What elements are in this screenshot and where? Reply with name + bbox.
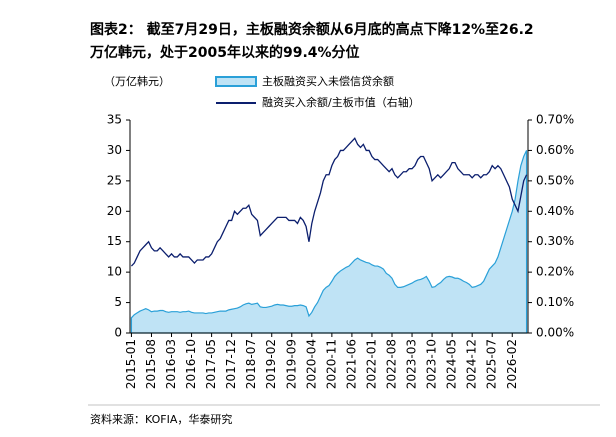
x-tick-label: 2015-01 <box>124 339 138 389</box>
y-tick-label: 30 <box>107 143 122 157</box>
y2-tick-label: 0.20% <box>536 265 574 279</box>
y-axis-unit: （万亿韩元） <box>104 74 170 88</box>
x-tick-label: 2018-07 <box>244 339 258 389</box>
y-tick-label: 35 <box>107 113 122 127</box>
y2-tick-label: 0.00% <box>536 326 574 340</box>
legend-swatch <box>215 76 257 87</box>
y-tick-label: 10 <box>107 265 122 279</box>
y2-tick-label: 0.50% <box>536 173 574 187</box>
x-tick-label: 2023-10 <box>425 339 439 389</box>
y2-tick-label: 0.40% <box>536 204 574 218</box>
x-tick-label: 2020-11 <box>324 339 338 389</box>
y-tick-label: 15 <box>107 234 122 248</box>
x-tick-label: 2017-05 <box>204 339 218 389</box>
x-tick-label: 2015-08 <box>144 339 158 389</box>
chart-subtitle: 万亿韩元，处于2005年以来的99.4%分位 <box>89 44 360 61</box>
x-tick-label: 2021-06 <box>344 339 358 389</box>
y2-tick-label: 0.70% <box>536 113 574 127</box>
y2-tick-label: 0.30% <box>536 234 574 248</box>
x-tick-label: 2025-07 <box>485 339 499 389</box>
y-tick-label: 20 <box>107 204 122 218</box>
legend-label: 主板融资买入未偿信贷余额 <box>262 74 394 88</box>
x-tick-label: 2019-02 <box>264 339 278 389</box>
source: 资料来源：KOFIA，华泰研究 <box>90 412 232 426</box>
x-tick-label: 2016-03 <box>164 339 178 389</box>
x-tick-label: 2022-08 <box>384 339 398 389</box>
chart-title: 图表2： 截至7月29日，主板融资余额从6月底的高点下降12%至26.2 <box>90 21 534 38</box>
x-tick-label: 2020-04 <box>304 339 318 389</box>
y2-tick-label: 0.10% <box>536 295 574 309</box>
y-tick-label: 25 <box>107 173 122 187</box>
y-tick-label: 0 <box>114 326 122 340</box>
x-tick-label: 2023-03 <box>405 339 419 389</box>
x-tick-label: 2017-12 <box>224 339 238 389</box>
x-tick-label: 2024-05 <box>445 339 459 389</box>
legend-label: 融资买入余额/主板市值（右轴） <box>262 95 420 109</box>
x-tick-label: 2016-10 <box>184 339 198 389</box>
x-tick-label: 2026-02 <box>505 339 519 389</box>
line <box>130 137 528 267</box>
x-tick-label: 2022-01 <box>364 339 378 389</box>
area <box>130 150 528 334</box>
y2-tick-label: 0.60% <box>536 143 574 157</box>
y-tick-label: 5 <box>114 295 122 309</box>
x-tick-label: 2019-09 <box>284 339 298 389</box>
x-tick-label: 2024-12 <box>465 339 479 389</box>
